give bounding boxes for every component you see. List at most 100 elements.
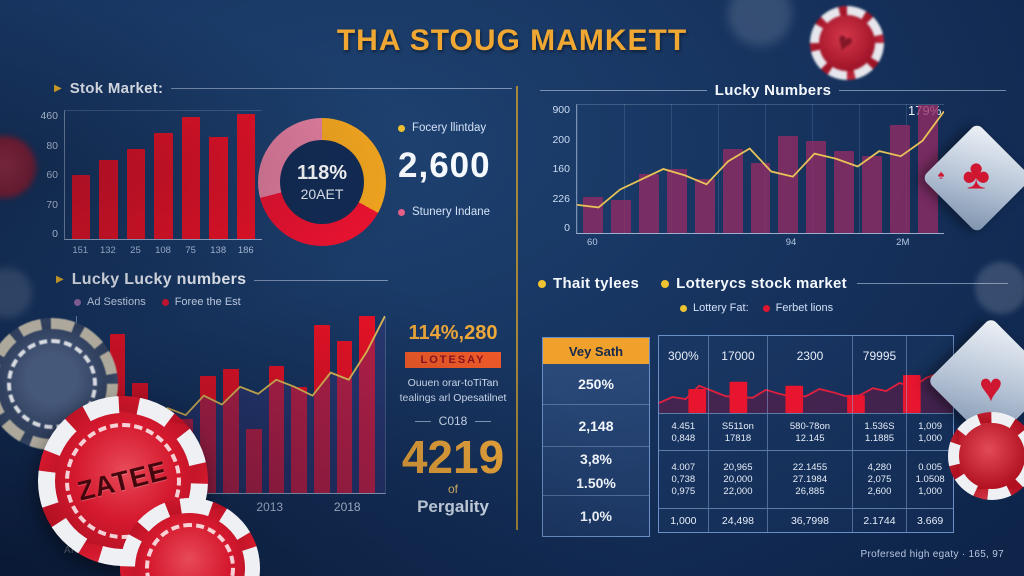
- legend-item: Stunery Indane: [398, 206, 514, 218]
- stock-market-big-number: 2,600: [398, 146, 491, 185]
- bar: [750, 162, 771, 233]
- stock-market-header: ▶ Stok Market:: [54, 80, 512, 97]
- bar: [666, 169, 687, 233]
- table-value: 1.536S: [864, 420, 895, 432]
- legend-item: Ad Sestions: [74, 296, 146, 308]
- y-tick: 0: [52, 228, 58, 240]
- x-tick: 75: [185, 245, 196, 256]
- bar: [126, 149, 146, 239]
- x-tick: 60: [587, 237, 598, 248]
- table-value: 0.005: [918, 462, 943, 473]
- side-table-header: Vey Sath: [543, 338, 649, 364]
- y-tick: 200: [552, 133, 570, 146]
- y-axis-labels: 460 80 60 70 0: [34, 110, 64, 240]
- bar: [638, 174, 659, 233]
- lottery-stock-table: 300% 17000 2300 79995 4.451 0,848 S511on 17818…: [658, 335, 954, 533]
- table-value: 580-78on: [789, 420, 831, 432]
- table-value: 79995: [862, 349, 897, 363]
- stock-market-stats: Focery llintday 2,600 Stunery Indane: [398, 122, 514, 218]
- legend-item: Ferbet lions: [762, 302, 833, 314]
- side-table-rows: 250% 2,148 3,8% 1.50% 1,0%: [543, 364, 649, 536]
- legend-label: Foree the Est: [174, 296, 241, 308]
- table-cell: 4,280 2,075 2,600: [853, 451, 908, 508]
- stat-sub-label: of: [447, 482, 458, 497]
- x-axis-labels: 60 94 2M: [576, 234, 944, 250]
- bar: [806, 140, 827, 233]
- table-value: 1.1885: [864, 432, 895, 444]
- lucky-numbers-title: Lucky Numbers: [714, 82, 832, 99]
- bar: [245, 429, 262, 493]
- bar: [918, 105, 938, 233]
- casino-chip-red: [948, 412, 1024, 500]
- table-chart-row: 300% 17000 2300 79995: [659, 336, 953, 413]
- bar: [359, 316, 375, 493]
- stock-market-bar-chart: 460 80 60 70 0 151 132 25 108 75 138 186: [34, 110, 262, 256]
- lucky-lucky-title: Lucky Lucky numbers: [71, 271, 247, 288]
- club-icon: ♣: [962, 150, 990, 198]
- table-value: 300%: [667, 349, 699, 363]
- chip-face: [7, 339, 97, 429]
- y-tick: 900: [552, 104, 570, 116]
- side-table-value: 250%: [578, 376, 614, 393]
- bars: [577, 105, 944, 233]
- lucky-lucky-legend: Ad Sestions Foree the Est: [74, 296, 241, 308]
- table-value: S511on: [721, 420, 754, 432]
- y-tick: 80: [46, 139, 58, 152]
- divider-line: [475, 420, 492, 422]
- table-cell: 1.536S 1.1885: [853, 414, 908, 450]
- table-value: 22,000: [723, 486, 753, 497]
- divider-line: [856, 283, 1008, 284]
- table-value: 1,009: [918, 420, 943, 432]
- bullet-dot-icon: [661, 279, 670, 288]
- table-cell: 3.669: [907, 509, 953, 532]
- bar: [610, 199, 631, 233]
- table-value: 4.007: [671, 462, 696, 473]
- stat-divider-label: C018: [438, 414, 468, 429]
- table-value: 0,848: [671, 432, 696, 444]
- stock-market-title: Stok Market:: [69, 80, 164, 97]
- table-cell: S511on 17818: [709, 414, 769, 450]
- casino-chip-faint: [0, 268, 32, 318]
- table-value: 2,600: [867, 486, 892, 497]
- donut-center: 118% 20AET: [280, 140, 364, 224]
- table-value: 12.145: [795, 432, 825, 444]
- table-header-cells: 300% 17000 2300 79995: [659, 336, 953, 413]
- y-axis-labels: 900 200 160 226 0: [542, 104, 576, 234]
- table-value: 2300: [796, 349, 824, 363]
- legend-dot-icon: [161, 298, 169, 306]
- table-row: 1,000 24,498 36,7998 2.1744 3.669: [659, 508, 953, 532]
- casino-chip-faint: [975, 262, 1024, 314]
- legend-item: Foree the Est: [161, 296, 241, 308]
- side-table-value: 1,0%: [543, 494, 649, 536]
- table-value: 4,280: [867, 462, 892, 473]
- plot-area: [64, 110, 262, 240]
- table-value: 24,498: [721, 514, 755, 527]
- table-value: 20,000: [723, 474, 753, 485]
- stat-divider: C018: [390, 414, 516, 428]
- table-value: 1,000: [918, 432, 943, 444]
- lottery-badge: LOTESAY: [404, 352, 502, 368]
- table-cell: 1,009 1,000: [907, 414, 953, 450]
- table-value: 1,000: [918, 486, 943, 497]
- stat-top-number: 114%,280: [408, 322, 498, 344]
- bar: [209, 136, 228, 239]
- table-value: 20,965: [723, 462, 753, 473]
- stat-description-line: tealings arl Opesatilnet: [399, 391, 507, 404]
- legend-dot-icon: [398, 124, 405, 132]
- bar: [313, 324, 330, 493]
- table-cell: 20,965 20,000 22,000: [709, 451, 769, 508]
- table-value: 17000: [721, 349, 755, 363]
- table-value: 2.1744: [863, 514, 896, 527]
- table-value: 22.1455: [792, 462, 828, 473]
- legend-dot-icon: [74, 298, 81, 306]
- footer-credit-right: Profersed high egaty · 165, 97: [860, 549, 1004, 560]
- lottery-market-title: Lotterycs stock market: [676, 275, 847, 292]
- thait-header: Thait tylees: [538, 275, 639, 292]
- x-tick: 25: [130, 245, 141, 256]
- table-row: 4.451 0,848 S511on 17818 580-78on 12.145 1.536…: [659, 413, 953, 450]
- y-tick: 460: [40, 110, 58, 122]
- divider-line: [540, 90, 707, 91]
- table-cell: 24,498: [709, 509, 769, 532]
- legend-item: Lottery Fat:: [680, 302, 749, 314]
- table-cell: 17000: [709, 336, 769, 413]
